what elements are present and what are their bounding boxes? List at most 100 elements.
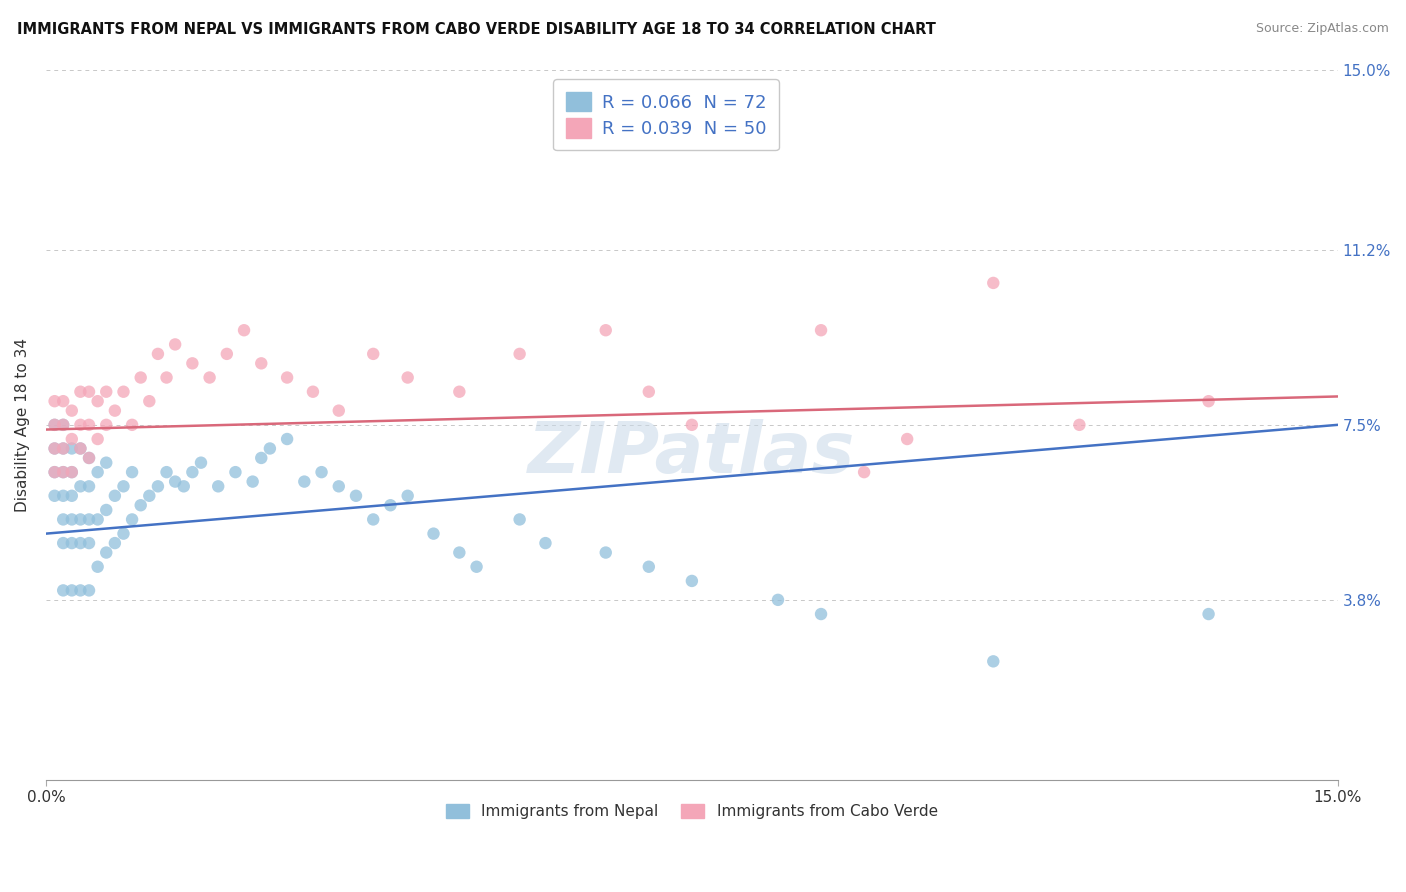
Text: IMMIGRANTS FROM NEPAL VS IMMIGRANTS FROM CABO VERDE DISABILITY AGE 18 TO 34 CORR: IMMIGRANTS FROM NEPAL VS IMMIGRANTS FROM…	[17, 22, 936, 37]
Point	[1198, 394, 1220, 409]
Point	[96, 503, 118, 517]
Point	[311, 465, 333, 479]
Point	[422, 526, 444, 541]
Point	[52, 465, 75, 479]
Point	[810, 323, 832, 337]
Point	[52, 417, 75, 432]
Point	[165, 337, 187, 351]
Point	[112, 384, 135, 399]
Point	[981, 654, 1004, 668]
Point	[138, 394, 160, 409]
Text: ZIPatlas: ZIPatlas	[529, 418, 856, 488]
Point	[52, 442, 75, 456]
Point	[52, 583, 75, 598]
Point	[77, 512, 100, 526]
Point	[44, 417, 66, 432]
Point	[146, 479, 169, 493]
Point	[361, 512, 384, 526]
Point	[242, 475, 264, 489]
Point	[60, 536, 83, 550]
Point	[276, 370, 298, 384]
Point	[69, 417, 91, 432]
Point	[69, 442, 91, 456]
Point	[465, 559, 488, 574]
Point	[52, 442, 75, 456]
Point	[60, 489, 83, 503]
Point	[595, 323, 617, 337]
Point	[52, 489, 75, 503]
Text: Source: ZipAtlas.com: Source: ZipAtlas.com	[1256, 22, 1389, 36]
Point	[302, 384, 325, 399]
Point	[181, 356, 204, 370]
Point	[69, 479, 91, 493]
Point	[44, 465, 66, 479]
Point	[77, 450, 100, 465]
Point	[52, 512, 75, 526]
Point	[250, 450, 273, 465]
Point	[509, 347, 531, 361]
Point	[104, 536, 127, 550]
Point	[77, 583, 100, 598]
Point	[86, 394, 108, 409]
Point	[44, 442, 66, 456]
Point	[224, 465, 246, 479]
Point	[77, 384, 100, 399]
Point	[52, 536, 75, 550]
Point	[44, 417, 66, 432]
Point	[637, 559, 659, 574]
Point	[121, 512, 143, 526]
Point	[86, 559, 108, 574]
Point	[60, 465, 83, 479]
Point	[259, 442, 281, 456]
Point	[637, 384, 659, 399]
Point	[215, 347, 238, 361]
Point	[509, 512, 531, 526]
Point	[60, 512, 83, 526]
Point	[165, 475, 187, 489]
Point	[534, 536, 557, 550]
Point	[104, 403, 127, 417]
Point	[86, 512, 108, 526]
Point	[86, 465, 108, 479]
Point	[449, 545, 471, 559]
Point	[86, 432, 108, 446]
Point	[60, 432, 83, 446]
Point	[981, 276, 1004, 290]
Legend: Immigrants from Nepal, Immigrants from Cabo Verde: Immigrants from Nepal, Immigrants from C…	[440, 797, 943, 825]
Point	[146, 347, 169, 361]
Point	[155, 465, 177, 479]
Point	[595, 545, 617, 559]
Point	[69, 512, 91, 526]
Point	[112, 479, 135, 493]
Point	[60, 465, 83, 479]
Point	[121, 417, 143, 432]
Point	[69, 384, 91, 399]
Point	[77, 536, 100, 550]
Point	[328, 479, 350, 493]
Point	[60, 442, 83, 456]
Point	[44, 442, 66, 456]
Point	[60, 403, 83, 417]
Point	[810, 607, 832, 621]
Point	[292, 475, 315, 489]
Point	[96, 417, 118, 432]
Point	[190, 456, 212, 470]
Point	[44, 489, 66, 503]
Point	[181, 465, 204, 479]
Point	[60, 583, 83, 598]
Point	[328, 403, 350, 417]
Point	[896, 432, 918, 446]
Point	[1198, 607, 1220, 621]
Point	[173, 479, 195, 493]
Point	[69, 442, 91, 456]
Point	[250, 356, 273, 370]
Point	[396, 370, 419, 384]
Point	[96, 545, 118, 559]
Point	[69, 536, 91, 550]
Point	[766, 592, 789, 607]
Point	[77, 450, 100, 465]
Point	[1069, 417, 1091, 432]
Point	[449, 384, 471, 399]
Point	[207, 479, 229, 493]
Point	[96, 384, 118, 399]
